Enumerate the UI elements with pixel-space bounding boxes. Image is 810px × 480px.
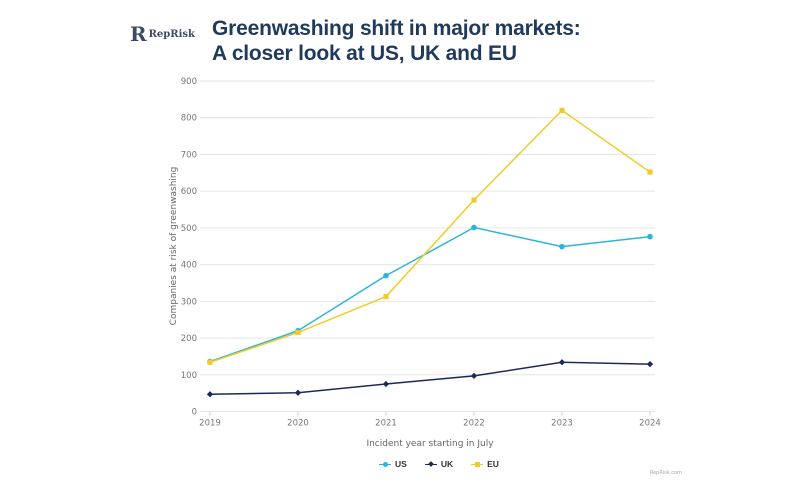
legend: US UK EU: [379, 459, 499, 469]
y-tick-label: 500: [181, 224, 197, 234]
x-tick-label: 2019: [199, 419, 221, 429]
data-point-us[interactable]: [647, 233, 653, 240]
reprisk-logo: R RepRisk: [130, 24, 195, 44]
data-point-eu[interactable]: [647, 169, 653, 175]
legend-label: UK: [440, 459, 454, 469]
series-us: [207, 224, 653, 365]
y-tick-label: 100: [181, 371, 197, 381]
square-marker-icon: [471, 460, 484, 468]
x-axis: 2019 2020 2021 2022 2023 2024: [199, 411, 661, 429]
data-point-us[interactable]: [559, 243, 565, 250]
x-tick-label: 2020: [287, 419, 309, 429]
y-tick-label: 200: [181, 334, 197, 344]
legend-item-uk[interactable]: UK: [424, 459, 454, 469]
data-point-eu[interactable]: [559, 107, 565, 113]
logo-text: RepRisk: [148, 28, 195, 40]
series-line-uk: [209, 361, 651, 395]
data-point-eu[interactable]: [383, 293, 389, 300]
legend-item-eu[interactable]: EU: [471, 459, 499, 469]
legend-item-us[interactable]: US: [379, 459, 407, 469]
y-tick-label: 0: [192, 408, 197, 418]
series-line-eu: [209, 109, 651, 364]
chart-title: Greenwashing shift in major markets: A c…: [212, 16, 581, 66]
data-point-uk[interactable]: [470, 372, 478, 379]
x-tick-label: 2021: [375, 419, 397, 429]
y-tick-label: 800: [181, 114, 197, 124]
data-point-uk[interactable]: [646, 361, 654, 368]
y-axis-ticks: 0 100 200 300 400 500 600 700 800 900: [181, 77, 197, 418]
chart-title-line-1: Greenwashing shift in major markets:: [212, 17, 581, 40]
data-point-eu[interactable]: [471, 197, 477, 203]
data-point-uk[interactable]: [382, 380, 390, 388]
y-tick-label: 700: [181, 150, 197, 160]
y-tick-label: 600: [181, 187, 197, 197]
y-tick-label: 900: [181, 77, 197, 87]
data-point-uk[interactable]: [294, 389, 302, 396]
footer-source: RepRisk.com: [649, 470, 682, 476]
y-axis-title: Companies at risk of greenwashing: [169, 167, 179, 326]
data-point-us[interactable]: [383, 272, 389, 279]
x-tick-label: 2024: [639, 419, 661, 429]
chart-title-line-2: A closer look at US, UK and EU: [212, 42, 517, 65]
y-tick-label: 400: [181, 261, 197, 271]
data-point-uk[interactable]: [206, 391, 214, 398]
x-tick-label: 2022: [463, 419, 485, 429]
series-eu: [207, 107, 653, 365]
circle-marker-icon: [379, 460, 391, 468]
data-point-eu[interactable]: [207, 359, 213, 365]
logo-mark-icon: R: [130, 22, 147, 46]
y-tick-label: 300: [181, 297, 197, 307]
legend-label: US: [395, 459, 407, 469]
series-line-us: [209, 226, 651, 363]
series-uk: [206, 359, 654, 398]
x-tick-label: 2023: [551, 419, 573, 429]
diamond-marker-icon: [424, 460, 437, 468]
x-axis-title: Incident year starting in July: [366, 439, 494, 449]
series-group: [206, 107, 654, 398]
data-point-eu[interactable]: [295, 329, 301, 336]
data-point-us[interactable]: [471, 224, 477, 231]
legend-label: EU: [487, 459, 499, 469]
data-point-uk[interactable]: [558, 359, 566, 366]
gridlines: [200, 80, 655, 412]
